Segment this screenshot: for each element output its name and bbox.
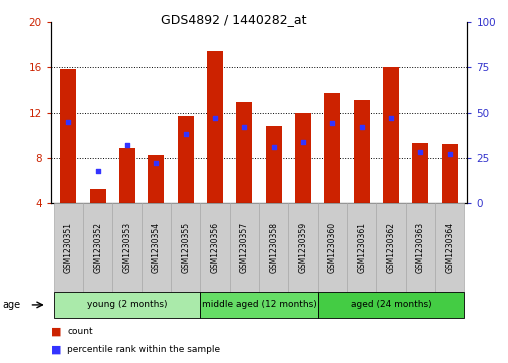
- Point: [417, 150, 425, 155]
- Text: ■: ■: [51, 345, 61, 355]
- Text: GSM1230362: GSM1230362: [387, 222, 396, 273]
- Point: [270, 144, 278, 150]
- Bar: [441, 144, 458, 203]
- Point: [328, 121, 336, 126]
- Bar: [236, 102, 252, 203]
- Point: [299, 139, 307, 144]
- Text: percentile rank within the sample: percentile rank within the sample: [67, 345, 220, 354]
- Bar: [412, 143, 428, 203]
- Bar: [60, 69, 77, 203]
- Point: [387, 115, 395, 121]
- Bar: [266, 126, 282, 203]
- Text: GSM1230360: GSM1230360: [328, 222, 337, 273]
- Bar: [354, 100, 370, 203]
- Point: [93, 168, 102, 174]
- Text: GSM1230364: GSM1230364: [445, 222, 454, 273]
- Text: GSM1230351: GSM1230351: [64, 222, 73, 273]
- Bar: [148, 155, 165, 203]
- Point: [446, 151, 454, 157]
- Bar: [383, 67, 399, 203]
- Text: age: age: [3, 300, 21, 310]
- Bar: [119, 148, 135, 203]
- Text: GSM1230363: GSM1230363: [416, 222, 425, 273]
- Bar: [90, 188, 106, 203]
- Text: GSM1230354: GSM1230354: [152, 222, 161, 273]
- Point: [211, 115, 219, 121]
- Text: GSM1230357: GSM1230357: [240, 222, 249, 273]
- Text: GSM1230355: GSM1230355: [181, 222, 190, 273]
- Text: ■: ■: [51, 327, 61, 337]
- Point: [358, 124, 366, 130]
- Text: GSM1230359: GSM1230359: [299, 222, 307, 273]
- Text: aged (24 months): aged (24 months): [351, 301, 431, 309]
- Point: [152, 160, 161, 166]
- Point: [240, 124, 248, 130]
- Text: GSM1230353: GSM1230353: [122, 222, 132, 273]
- Text: middle aged (12 months): middle aged (12 months): [202, 301, 316, 309]
- Bar: [324, 93, 340, 203]
- Text: GSM1230358: GSM1230358: [269, 222, 278, 273]
- Bar: [207, 51, 223, 203]
- Point: [65, 119, 73, 125]
- Bar: [295, 113, 311, 203]
- Text: GSM1230352: GSM1230352: [93, 222, 102, 273]
- Text: young (2 months): young (2 months): [87, 301, 167, 309]
- Text: count: count: [67, 327, 92, 336]
- Point: [182, 131, 190, 137]
- Text: GDS4892 / 1440282_at: GDS4892 / 1440282_at: [161, 13, 306, 26]
- Bar: [178, 116, 194, 203]
- Text: GSM1230356: GSM1230356: [211, 222, 219, 273]
- Text: GSM1230361: GSM1230361: [357, 222, 366, 273]
- Point: [123, 142, 131, 148]
